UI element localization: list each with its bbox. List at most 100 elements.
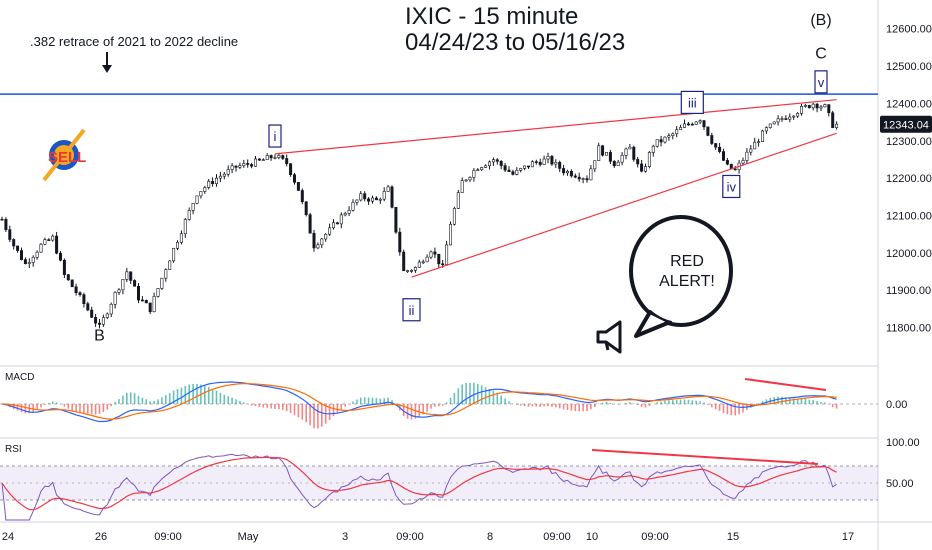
- candle: [799, 103, 803, 116]
- candle: [0, 216, 4, 221]
- candle: [499, 160, 503, 170]
- wedge-lines: [274, 99, 837, 278]
- candle: [289, 163, 293, 177]
- candle: [172, 247, 176, 263]
- price-candles: [0, 102, 839, 329]
- candle: [585, 175, 589, 183]
- candle: [273, 154, 277, 160]
- wave-label: ii: [402, 298, 421, 322]
- svg-text:ii: ii: [409, 303, 415, 318]
- y-tick-label: 12100.00: [886, 210, 932, 222]
- candle: [250, 162, 254, 169]
- candle: [503, 162, 507, 172]
- candle: [140, 296, 144, 302]
- y-tick-label: 12600.00: [886, 24, 932, 36]
- candle: [413, 266, 417, 273]
- megaphone-icon: [596, 320, 622, 354]
- candle: [148, 302, 152, 315]
- candle: [394, 206, 398, 234]
- candle: [304, 201, 308, 217]
- candle: [421, 259, 425, 265]
- candle: [367, 197, 371, 205]
- candle: [16, 245, 20, 253]
- svg-text:i: i: [274, 129, 277, 144]
- candle: [199, 191, 203, 199]
- candle: [452, 206, 456, 226]
- candle: [144, 299, 148, 304]
- last-price-badge: 12343.04: [880, 115, 932, 133]
- svg-text:iv: iv: [727, 179, 737, 194]
- candle: [74, 283, 78, 296]
- candle: [624, 147, 628, 160]
- candle: [370, 195, 374, 204]
- candle: [659, 135, 663, 147]
- candle: [675, 126, 679, 138]
- candle: [187, 207, 191, 221]
- candle: [312, 229, 316, 252]
- candle: [378, 197, 382, 204]
- svg-text:C: C: [815, 46, 827, 63]
- candle: [43, 237, 47, 246]
- candle: [601, 144, 605, 157]
- svg-text:iii: iii: [688, 95, 697, 110]
- candle: [347, 206, 351, 217]
- candle: [179, 230, 183, 245]
- candle: [35, 250, 39, 260]
- candle: [620, 152, 624, 166]
- candle: [710, 132, 714, 145]
- wave-label: i: [268, 124, 282, 148]
- y-tick-label: 12200.00: [886, 173, 932, 185]
- candle: [519, 167, 523, 173]
- candle: [433, 247, 437, 259]
- candle: [581, 177, 585, 184]
- macd-tick-zero: 0.00: [886, 399, 907, 411]
- candle: [604, 152, 608, 156]
- candle: [390, 185, 394, 209]
- candle: [562, 164, 566, 176]
- candle: [137, 283, 141, 304]
- sell-stamp-icon: SELL: [42, 128, 86, 182]
- candle: [156, 288, 160, 298]
- candle: [125, 267, 129, 283]
- candle: [58, 251, 62, 262]
- candle: [8, 225, 12, 243]
- candle: [484, 164, 488, 168]
- candle: [542, 155, 546, 165]
- candle: [445, 240, 449, 265]
- candle: [784, 115, 788, 120]
- candle: [246, 159, 250, 168]
- candle: [300, 188, 304, 205]
- candle: [679, 124, 683, 131]
- candle: [667, 133, 671, 141]
- candle: [792, 115, 796, 120]
- wave-label: B: [94, 328, 105, 345]
- candle: [523, 165, 527, 171]
- candle: [31, 255, 35, 267]
- candle: [265, 153, 269, 161]
- candle: [409, 269, 413, 273]
- candle: [480, 166, 484, 172]
- candle: [47, 238, 51, 241]
- candle: [257, 158, 261, 162]
- candle: [90, 306, 94, 318]
- candle: [597, 142, 601, 161]
- candle: [152, 292, 156, 313]
- candle: [448, 221, 452, 246]
- candle: [328, 223, 332, 236]
- candle: [472, 168, 476, 182]
- candle: [476, 168, 480, 171]
- candle: [569, 169, 573, 178]
- x-tick-label: 3: [342, 531, 348, 543]
- candle: [647, 150, 651, 169]
- candle: [55, 231, 59, 255]
- resistance-label: .382 retrace of 2021 to 2022 decline: [30, 34, 238, 49]
- candle: [749, 145, 753, 156]
- candle: [4, 217, 8, 232]
- candle: [230, 163, 234, 174]
- candle: [788, 113, 792, 123]
- candle: [62, 258, 66, 278]
- candle: [776, 115, 780, 126]
- candle: [760, 129, 764, 142]
- candle: [19, 247, 23, 261]
- candle: [616, 159, 620, 167]
